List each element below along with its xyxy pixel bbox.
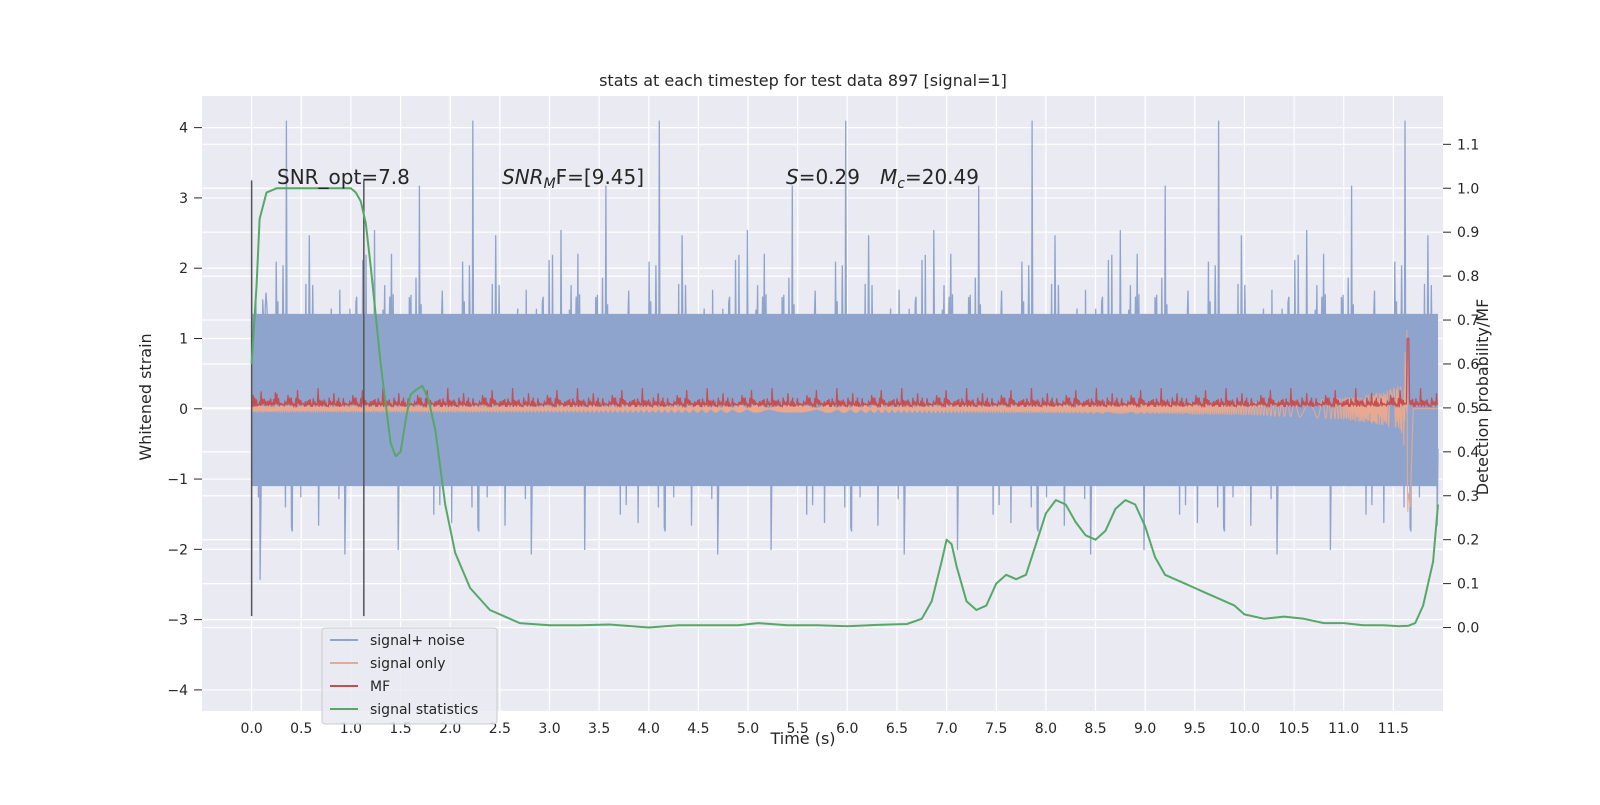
y2-tick-label: 0.6	[1457, 357, 1479, 373]
signal-statistics-line	[250, 187, 1439, 629]
annotation-s: S=0.29	[786, 165, 860, 189]
annotation-snr-mf: SNRMF=[9.45]	[502, 165, 644, 192]
y-tick-label: 1	[179, 331, 188, 347]
x-tick-label: 0.0	[241, 721, 263, 737]
window-markers	[250, 180, 365, 617]
y-tick-label: 4	[179, 121, 188, 137]
x-tick-label: 10.5	[1278, 721, 1309, 737]
annotation-s-value: =0.29	[799, 165, 860, 189]
annotation-snr-mf-rest: F=[9.45]	[556, 165, 644, 189]
signal-noise-line	[250, 120, 1439, 580]
y2-tick-label: 0.0	[1457, 621, 1479, 637]
annotation-snr-mf-sub: M	[544, 176, 556, 192]
legend-label-mf: MF	[370, 679, 390, 695]
series-signal-statistics	[250, 187, 1439, 629]
x-tick-label: 5.0	[737, 721, 759, 737]
y2-tick-label: 0.2	[1457, 533, 1479, 549]
x-tick-label: 8.0	[1035, 721, 1057, 737]
y2-tick-label: 0.1	[1457, 577, 1479, 593]
y2-tick-label: 0.8	[1457, 269, 1479, 285]
legend-label-signal-statistics: signal statistics	[370, 702, 478, 718]
annotation-snr-mf-prefix: SNR	[502, 165, 544, 189]
y-tick-label: −4	[167, 683, 188, 699]
x-tick-label: 3.0	[538, 721, 560, 737]
x-tick-label: 2.0	[439, 721, 461, 737]
x-tick-label: 4.0	[638, 721, 660, 737]
y2-tick-label: 1.1	[1457, 137, 1479, 153]
x-tick-label: 7.0	[935, 721, 957, 737]
y-tick-label: 0	[179, 402, 188, 418]
x-axis-label: Time (s)	[769, 729, 835, 748]
y2-tick-label: 1.0	[1457, 181, 1479, 197]
x-tick-label: 7.5	[985, 721, 1007, 737]
x-tick-label: 0.5	[290, 721, 312, 737]
y-axis-label: Whitened strain	[136, 333, 155, 460]
annotation-mc-sub: c	[897, 176, 905, 192]
signal-only-line	[251, 329, 1438, 512]
x-tick-label: 8.5	[1084, 721, 1106, 737]
y2-tick-label: 0.9	[1457, 225, 1479, 241]
y2-tick-label: 0.4	[1457, 445, 1479, 461]
x-tick-label: 10.0	[1229, 721, 1260, 737]
annotation-s-symbol: S	[786, 165, 799, 189]
series-mf	[251, 337, 1439, 409]
y-tick-label: −2	[167, 542, 188, 558]
x-tick-label: 9.5	[1184, 721, 1206, 737]
x-axis-ticks: 0.0 0.5 1.0 1.5 2.0 2.5 3.0 3.5 4.0 4.5 5.0 5.5 6.0 6…	[241, 721, 1409, 737]
x-tick-label: 1.0	[340, 721, 362, 737]
x-tick-label: 11.5	[1378, 721, 1409, 737]
legend-label-signal-only: signal only	[370, 656, 445, 672]
y2-axis-ticks: 1.1 1.0 0.9 0.8 0.7 0.6 0.5 0.4 0.3 0.2 0.1 0.0	[1443, 137, 1479, 637]
y-axis-ticks: 4 3 2 1 0 −1 −2 −3 −4	[167, 121, 202, 699]
y-tick-label: −3	[167, 613, 188, 629]
y-tick-label: 2	[179, 261, 188, 277]
x-tick-label: 6.0	[836, 721, 858, 737]
y-tick-label: −1	[167, 472, 188, 488]
x-tick-label: 2.5	[489, 721, 511, 737]
y2-tick-label: 0.7	[1457, 313, 1479, 329]
x-tick-label: 5.5	[787, 721, 809, 737]
y2-tick-label: 0.3	[1457, 489, 1479, 505]
y-tick-label: 3	[179, 191, 188, 207]
x-tick-label: 6.5	[886, 721, 908, 737]
x-tick-label: 1.5	[389, 721, 411, 737]
series-signal-noise	[250, 120, 1439, 580]
y2-axis-label: Detection probability/MF	[1473, 299, 1492, 496]
annotation-mc: Mc=20.49	[880, 165, 979, 192]
x-tick-label: 9.0	[1134, 721, 1156, 737]
legend-label-signal-noise: signal+ noise	[370, 633, 465, 649]
legend-frame	[321, 627, 498, 725]
annotation-snr-opt: SNR_opt=7.8	[277, 165, 410, 189]
chart-title: stats at each timestep for test data 897…	[599, 71, 1007, 90]
x-tick-label: 3.5	[588, 721, 610, 737]
annotation-mc-symbol: M	[880, 165, 897, 189]
annotation-mc-value: =20.49	[905, 165, 979, 189]
x-tick-label: 11.0	[1328, 721, 1359, 737]
mf-line	[251, 337, 1439, 409]
legend: signal+ noise signal only MF signal stat…	[321, 627, 498, 725]
series-signal-only	[251, 329, 1438, 512]
x-tick-label: 4.5	[687, 721, 709, 737]
y2-tick-label: 0.5	[1457, 401, 1479, 417]
